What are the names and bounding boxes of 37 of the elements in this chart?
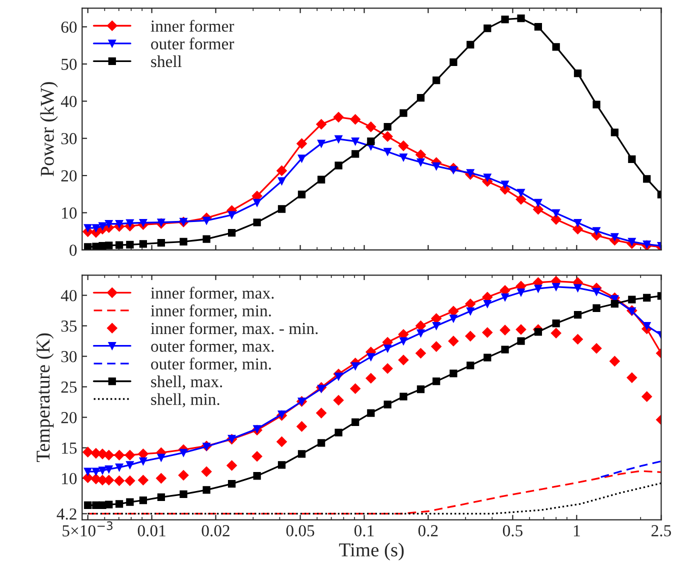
legend-label: shell (151, 55, 182, 68)
x-axis-title: Time (s) (339, 542, 404, 560)
y-tick-label: 25 (61, 382, 77, 393)
legend-label: shell, max. (151, 376, 222, 390)
x-tick-label: 1 (574, 525, 580, 536)
y-tick-label: 40 (60, 96, 77, 108)
y-tick-label: 4.2 (56, 508, 76, 520)
x-tick-label: 0.5 (502, 525, 522, 536)
x-tick-label: 0.02 (202, 525, 230, 536)
y-tick-label: 40 (60, 290, 77, 302)
legend-label: inner former, max. - min. (150, 322, 318, 337)
y-axis-title: Power (kW) (40, 82, 58, 176)
legend-label: inner former (150, 20, 234, 32)
x-tick-label: 5×10$^{−3}$ (62, 521, 112, 536)
y-tick-label: 10 (62, 473, 77, 484)
y-tick-label: 20 (61, 170, 77, 182)
legend-label: inner former, max. (150, 286, 274, 302)
y-tick-label: 30 (61, 351, 77, 362)
y-tick-label: 0 (70, 244, 77, 256)
y-tick-label: 20 (61, 412, 77, 424)
y-tick-label: 50 (62, 58, 77, 70)
x-tick-label: 0.05 (286, 525, 314, 536)
x-tick-label: 0.01 (138, 525, 166, 536)
x-tick-label: 0.2 (418, 525, 438, 536)
x-tick-label: 2.5 (652, 525, 671, 536)
y-tick-label: 60 (61, 22, 77, 33)
y-tick-label: 15 (62, 442, 77, 454)
legend-label: inner former, min. (150, 304, 271, 319)
y-tick-label: 10 (62, 207, 77, 219)
x-tick-label: 0.1 (354, 525, 374, 536)
legend-label: outer former (151, 38, 234, 50)
legend-label: outer former, max. (151, 340, 274, 354)
legend-label: outer former, min. (151, 358, 271, 372)
y-axis-title: Temperature (K) (36, 333, 54, 462)
y-tick-label: 35 (61, 320, 77, 332)
y-tick-label: 30 (61, 133, 77, 144)
legend-label: shell, min. (151, 393, 220, 408)
